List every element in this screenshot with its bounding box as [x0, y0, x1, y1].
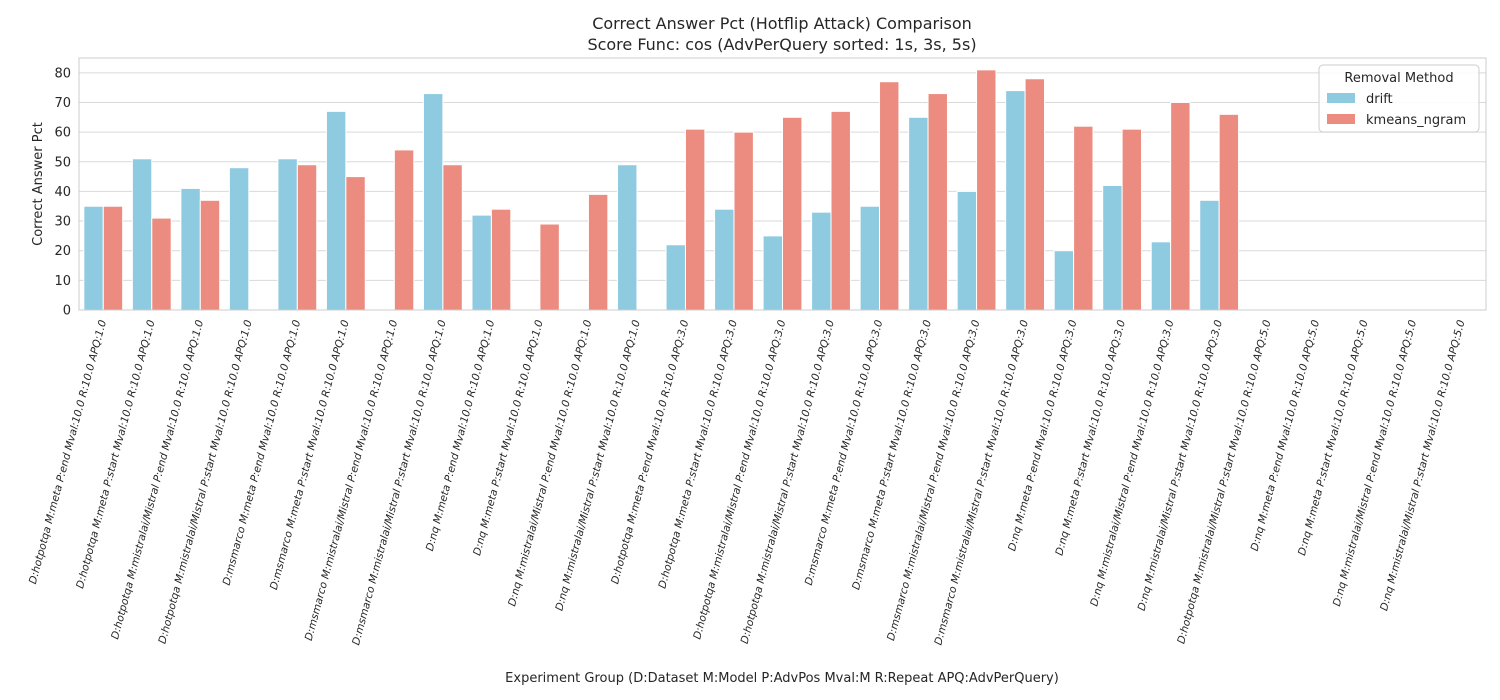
- y-axis-label: Correct Answer Pct: [31, 122, 46, 246]
- bar-drift: [665, 244, 686, 311]
- x-axis-label: Experiment Group (D:Dataset M:Model P:Ad…: [505, 671, 1059, 686]
- legend-swatch-drift: [1327, 93, 1355, 103]
- y-tick-label: 0: [63, 304, 71, 319]
- y-tick-label: 10: [54, 274, 71, 289]
- bar-kmeans-ngram: [830, 110, 851, 311]
- legend: Removal Method drift kmeans_ngram: [1318, 64, 1480, 133]
- bar-kmeans-ngram: [879, 81, 900, 311]
- bar-kmeans-ngram: [442, 164, 463, 311]
- plot-frame: [78, 57, 1487, 311]
- bar-drift: [422, 93, 444, 311]
- bar-kmeans-ngram: [151, 217, 172, 311]
- y-tick-label: 30: [54, 215, 71, 230]
- bar-drift: [131, 158, 153, 311]
- bar-drift: [83, 205, 104, 311]
- bar-kmeans-ngram: [539, 223, 560, 311]
- bar-kmeans-ngram: [490, 208, 512, 311]
- legend-box: [1318, 64, 1480, 133]
- bar-drift: [1102, 184, 1123, 311]
- bar-kmeans-ngram: [587, 193, 609, 311]
- legend-title: Removal Method: [1344, 71, 1453, 86]
- bar-drift: [1005, 90, 1026, 311]
- bar-kmeans-ngram: [296, 164, 318, 311]
- bar-drift: [277, 158, 298, 311]
- chart-subtitle: Score Func: cos (AdvPerQuery sorted: 1s,…: [587, 35, 976, 54]
- bar-drift: [228, 167, 250, 311]
- bar-kmeans-ngram: [684, 128, 706, 311]
- bar-drift: [714, 208, 735, 311]
- legend-label-kmeans-ngram: kmeans_ngram: [1366, 113, 1466, 128]
- chart-title: Correct Answer Pct (Hotflip Attack) Comp…: [592, 14, 972, 33]
- y-tick-labels: 0 10 20 30 40 50 60 70 80: [54, 66, 71, 318]
- bar-drift: [471, 214, 492, 311]
- bar-kmeans-ngram: [102, 205, 124, 311]
- bar-kmeans-ngram: [1024, 78, 1045, 311]
- bar-drift: [908, 116, 929, 311]
- y-tick-label: 70: [54, 96, 71, 111]
- y-tick-label: 60: [54, 126, 71, 141]
- y-tick-label: 40: [54, 185, 71, 200]
- bar-drift: [1150, 241, 1172, 311]
- bar-kmeans-ngram: [1073, 125, 1094, 311]
- bar-kmeans-ngram: [733, 131, 754, 311]
- bar-drift: [180, 187, 201, 311]
- legend-label-drift: drift: [1366, 92, 1393, 107]
- bar-drift: [1053, 250, 1075, 311]
- bar-kmeans-ngram: [1170, 101, 1191, 311]
- bar-kmeans-ngram: [199, 199, 221, 311]
- bar-kmeans-ngram: [976, 69, 997, 311]
- bar-drift: [617, 164, 638, 311]
- bar-drift: [956, 190, 978, 311]
- legend-swatch-kmeans-ngram: [1327, 114, 1355, 124]
- bar-drift: [325, 110, 347, 311]
- bar-drift: [762, 235, 783, 311]
- bar-kmeans-ngram: [927, 93, 948, 311]
- y-tick-label: 80: [54, 66, 71, 81]
- y-tick-label: 20: [54, 244, 71, 259]
- bar-kmeans-ngram: [1218, 113, 1240, 311]
- bar-kmeans-ngram: [393, 149, 415, 311]
- bar-drift: [1199, 199, 1220, 311]
- bar-kmeans-ngram: [782, 116, 803, 311]
- bar-kmeans-ngram: [1121, 128, 1143, 311]
- y-tick-label: 50: [54, 155, 71, 170]
- bar-kmeans-ngram: [345, 176, 366, 311]
- bar-drift: [811, 211, 832, 311]
- bar-drift: [859, 205, 881, 311]
